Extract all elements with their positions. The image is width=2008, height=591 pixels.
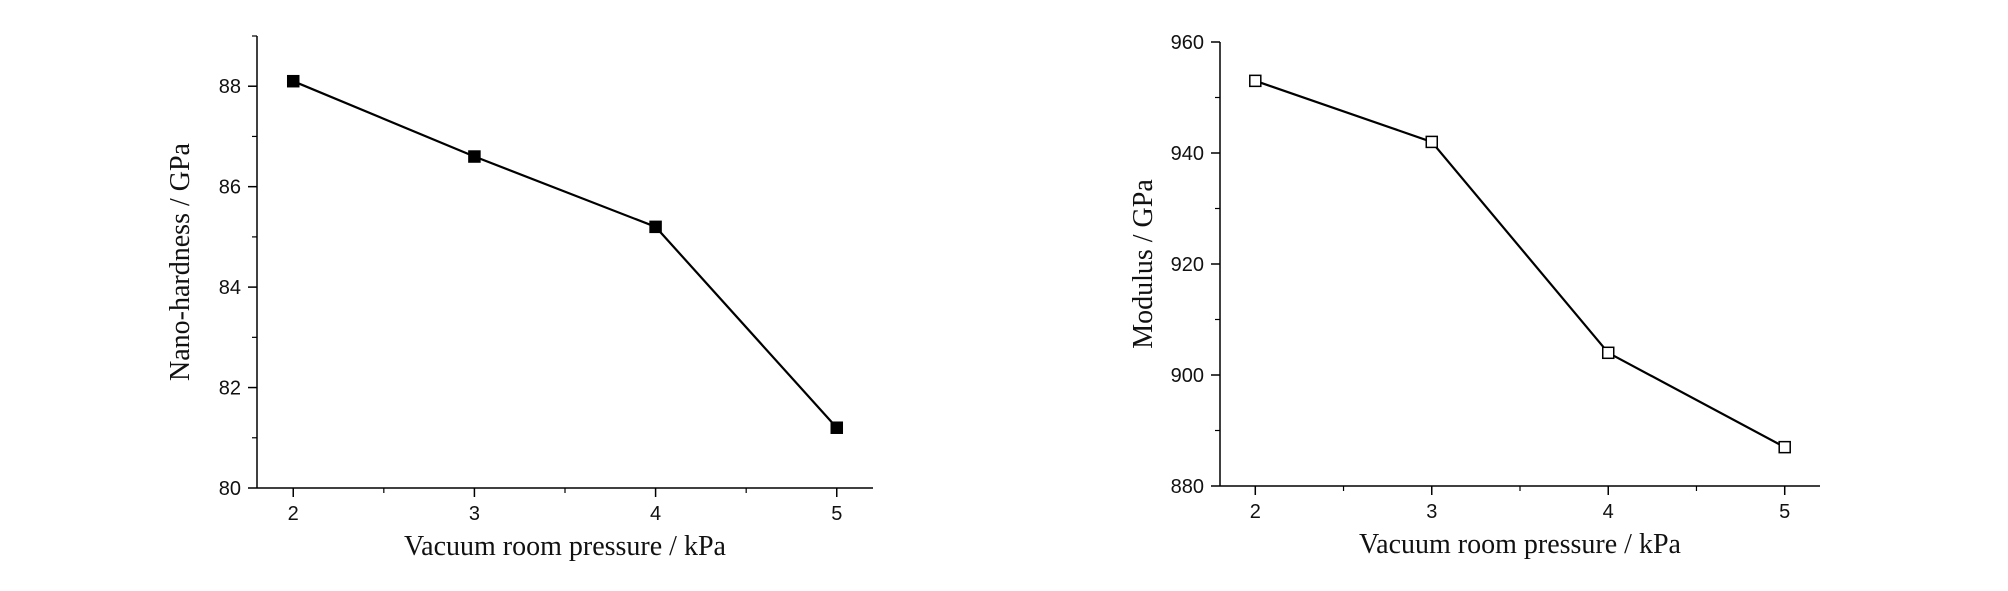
x-axis-label: Vacuum room pressure / kPa [404, 531, 727, 562]
marker [1249, 74, 1262, 88]
marker [830, 421, 844, 434]
x-tick-label: 3 [1426, 501, 1437, 523]
y-tick-label: 880 [1171, 476, 1204, 498]
x-axis-label: Vacuum room pressure / kPa [1359, 529, 1682, 560]
y-tick-label: 88 [219, 76, 241, 98]
chart-panel: 880 900 920 940 960 2 3 4 5 Vacuum room pressure … [1128, 32, 1820, 560]
x-tick-label: 4 [1603, 501, 1614, 523]
marker [649, 220, 662, 234]
x-tick-label: 5 [1779, 501, 1790, 523]
y-tick-label: 82 [219, 378, 241, 400]
y-tick-label: 940 [1171, 143, 1204, 165]
marker [286, 74, 300, 88]
data-line [292, 80, 838, 429]
x-tick-label: 3 [469, 503, 480, 525]
x-tick-label: 2 [288, 503, 299, 525]
y-tick-label: 920 [1171, 254, 1204, 276]
marker [1778, 440, 1791, 454]
y-tick-label: 84 [219, 277, 241, 299]
y-tick-label: 80 [219, 478, 241, 500]
x-tick-label: 2 [1250, 501, 1261, 523]
y-tick-label: 900 [1171, 365, 1204, 387]
marker [1601, 346, 1615, 360]
marker [1425, 135, 1439, 149]
y-tick-label: 960 [1171, 32, 1204, 54]
x-tick-label: 5 [831, 503, 842, 525]
y-axis-label: Nano-hardness / GPa [165, 142, 196, 381]
x-tick-label: 4 [650, 503, 661, 525]
data-line [1254, 79, 1786, 449]
marker [468, 150, 481, 163]
y-axis-label: Modulus / GPa [1128, 179, 1159, 349]
y-tick-label: 86 [219, 177, 241, 199]
chart-panel: 80 82 84 86 88 2 3 4 5 Vacuum room pressure / kPa… [165, 35, 873, 562]
